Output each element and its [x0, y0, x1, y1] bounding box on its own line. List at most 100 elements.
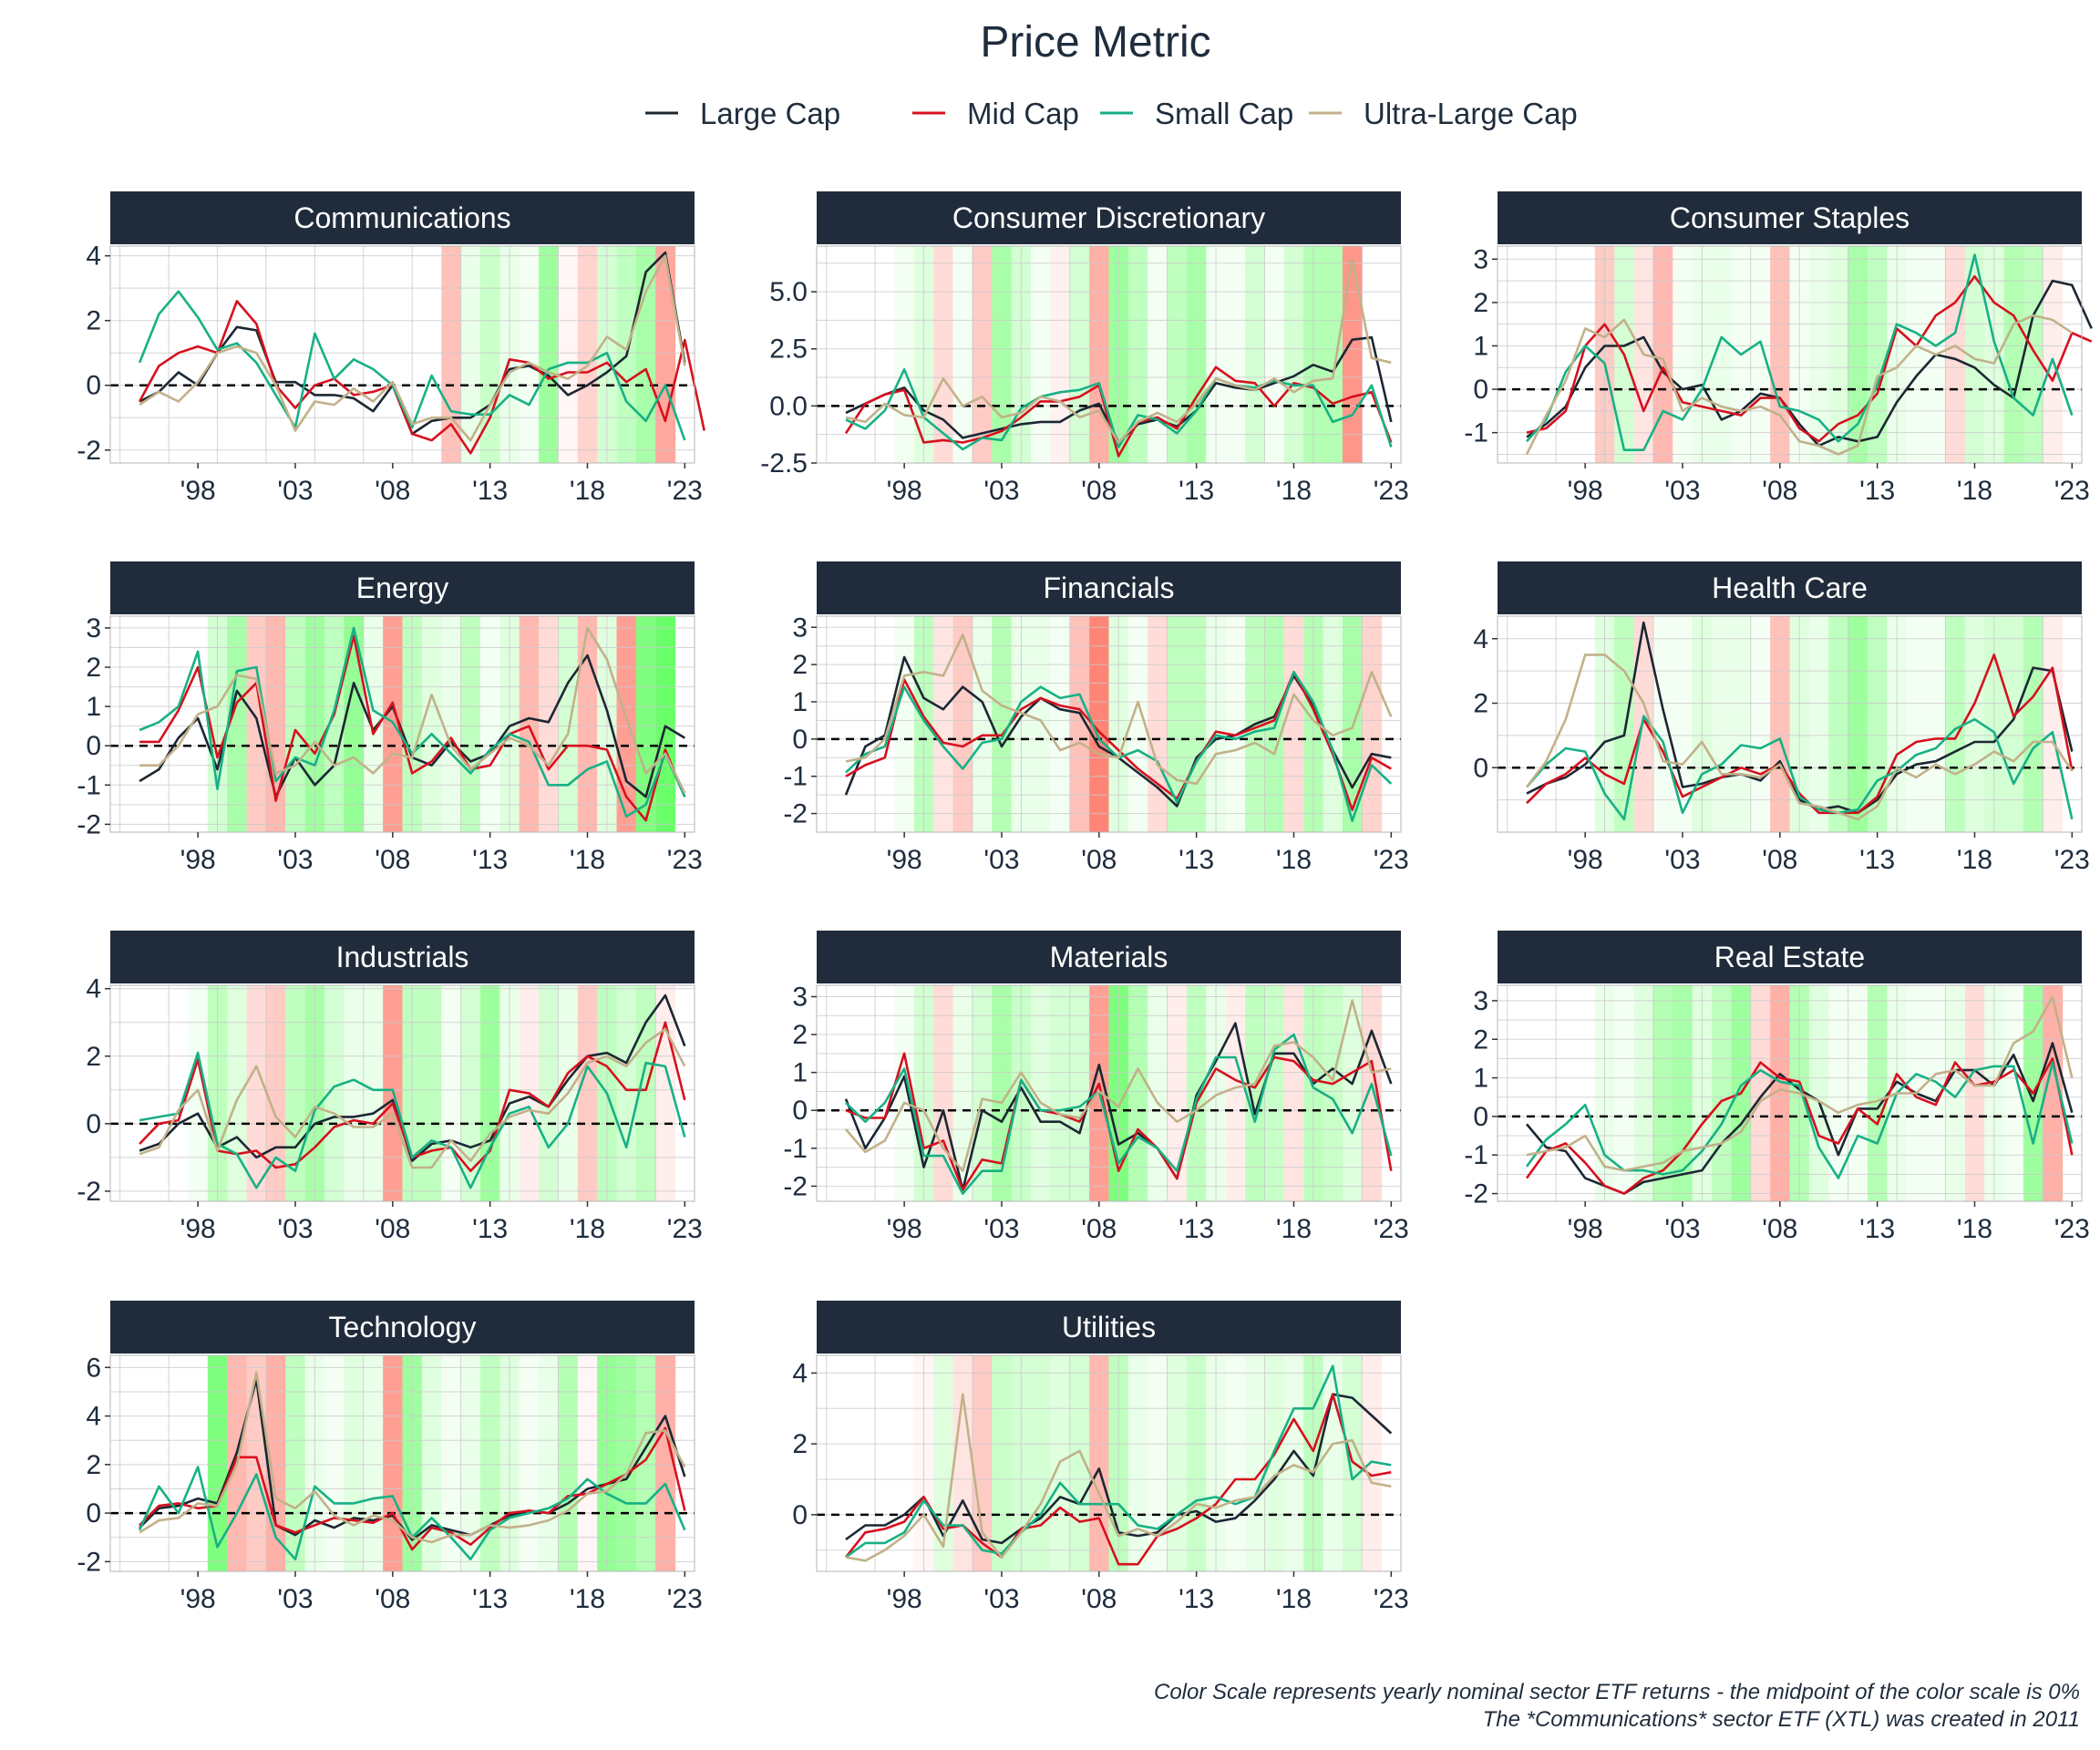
panel-title-industrials: Industrials — [336, 941, 469, 973]
y-tick-label-financials: -1 — [783, 762, 808, 792]
shade-band-industrials-2013 — [479, 985, 500, 1201]
x-tick-label-energy: '23 — [667, 845, 703, 875]
shade-band-technology-2010 — [421, 1355, 442, 1571]
shade-band-financials-2010 — [1127, 616, 1148, 832]
x-tick-label-technology: '08 — [375, 1584, 410, 1614]
legend: Large Cap Mid Cap Small Cap Ultra-Large Cap — [645, 97, 1578, 130]
panel-real-estate: Real Estate -2 -1 0 1 2 3 '98 '03 '08 '13 '18 '23 — [1464, 931, 2090, 1244]
y-tick-label-materials: 3 — [792, 982, 808, 1012]
panel-financials: Financials -2 -1 0 1 2 3 '98 '03 '08 '13 '18 '23 — [783, 561, 1409, 875]
shade-band-real-estate-2018 — [1964, 985, 1985, 1201]
shade-band-industrials-2005 — [324, 985, 345, 1201]
series-line-real-estate-small-cap — [1525, 1061, 2074, 1179]
shade-band-energy-2022 — [655, 616, 676, 832]
y-tick-label-financials: 1 — [792, 687, 808, 717]
x-tick-label-utilities: '98 — [887, 1584, 922, 1614]
shade-band-utilities-2001 — [952, 1355, 973, 1571]
shade-band-technology-2016 — [539, 1355, 559, 1571]
shade-band-technology-2003 — [285, 1355, 306, 1571]
panel-strip-materials — [817, 931, 1401, 983]
shade-band-real-estate-2012 — [1848, 985, 1868, 1201]
shade-band-utilities-2017 — [1264, 1355, 1285, 1571]
y-tick-label-industrials: 4 — [86, 974, 101, 1004]
shade-band-real-estate-2010 — [1808, 985, 1829, 1201]
y-tick-label-real-estate: -1 — [1464, 1140, 1488, 1170]
x-tick-label-energy: '18 — [570, 845, 605, 875]
y-tick-label-technology: 4 — [86, 1402, 101, 1432]
shade-band-consumer-staples-2013 — [1867, 246, 1888, 463]
series-line-materials-small-cap — [845, 1033, 1393, 1195]
shade-band-energy-2018 — [577, 616, 598, 832]
series-line-real-estate-ultra-large-cap — [1526, 995, 2074, 1172]
y-tick-label-communications: -2 — [77, 436, 101, 466]
x-tick-label-health-care: '23 — [2054, 845, 2090, 875]
panel-strip-real-estate — [1498, 931, 2082, 983]
chart-title: Price Metric — [980, 18, 1210, 67]
shade-band-financials-2006 — [1050, 616, 1071, 832]
shade-band-consumer-staples-2008 — [1770, 246, 1790, 463]
shade-band-financials-2005 — [1031, 616, 1051, 832]
x-tick-label-technology: '23 — [667, 1584, 703, 1614]
y-tick-label-consumer-staples: 3 — [1473, 244, 1488, 274]
y-tick-label-technology: 6 — [86, 1353, 101, 1383]
y-tick-label-real-estate: 1 — [1473, 1064, 1488, 1094]
shade-band-utilities-2018 — [1283, 1355, 1304, 1571]
shade-band-consumer-discretionary-2000 — [933, 246, 954, 463]
shade-band-technology-2018 — [577, 1355, 598, 1571]
x-tick-label-financials: '03 — [983, 845, 1019, 875]
panel-frame-consumer-discretionary — [816, 245, 1402, 464]
y-tick-label-consumer-staples: -1 — [1464, 418, 1488, 448]
shade-band-consumer-staples-2003 — [1673, 246, 1693, 463]
series-line-health-care-ultra-large-cap — [1525, 654, 2074, 821]
series-line-utilities-large-cap — [845, 1393, 1393, 1545]
series-line-utilities-small-cap — [845, 1364, 1392, 1559]
panel-frame-communications — [109, 245, 695, 464]
series-line-communications-mid-cap — [138, 300, 705, 455]
panel-strip-financials — [817, 561, 1401, 614]
x-tick-label-financials: '08 — [1081, 845, 1117, 875]
shade-band-energy-2012 — [460, 616, 481, 832]
shade-band-energy-2007 — [363, 616, 384, 832]
shade-band-financials-2008 — [1089, 616, 1109, 832]
series-line-energy-ultra-large-cap — [139, 626, 686, 794]
y-tick-label-consumer-staples: 2 — [1473, 288, 1488, 318]
shade-band-materials-2016 — [1245, 985, 1265, 1201]
x-tick-label-industrials: '08 — [375, 1214, 410, 1244]
shade-band-materials-2015 — [1225, 985, 1246, 1201]
x-tick-label-real-estate: '13 — [1859, 1214, 1895, 1244]
x-tick-label-consumer-staples: '13 — [1859, 476, 1895, 506]
y-tick-label-materials: 1 — [792, 1058, 808, 1088]
shade-band-consumer-staples-2018 — [1964, 246, 1985, 463]
y-tick-label-health-care: 4 — [1473, 624, 1488, 654]
x-tick-label-real-estate: '98 — [1568, 1214, 1603, 1244]
y-tick-label-communications: 0 — [86, 371, 101, 401]
x-tick-label-technology: '03 — [277, 1584, 313, 1614]
x-tick-label-utilities: '23 — [1374, 1584, 1409, 1614]
x-tick-label-communications: '13 — [472, 476, 508, 506]
panel-energy: Energy -2 -1 0 1 2 3 '98 '03 '08 '13 '18 '23 — [77, 561, 703, 875]
shade-band-health-care-2002 — [1652, 616, 1673, 832]
series-line-consumer-discretionary-small-cap — [845, 367, 1393, 451]
shade-band-health-care-2008 — [1770, 616, 1790, 832]
panel-frame-consumer-staples — [1497, 245, 2083, 464]
y-tick-label-utilities: 0 — [792, 1500, 808, 1530]
x-tick-label-real-estate: '08 — [1762, 1214, 1797, 1244]
series-line-technology-large-cap — [139, 1378, 686, 1541]
x-tick-label-materials: '23 — [1374, 1214, 1409, 1244]
shade-band-materials-2020 — [1323, 985, 1343, 1201]
x-tick-label-financials: '23 — [1374, 845, 1409, 875]
shade-band-materials-1998 — [894, 985, 915, 1201]
shade-band-financials-2018 — [1283, 616, 1304, 832]
x-tick-label-consumer-staples: '18 — [1957, 476, 1992, 506]
shade-band-consumer-discretionary-2010 — [1127, 246, 1148, 463]
panel-title-health-care: Health Care — [1712, 571, 1868, 604]
shade-band-consumer-discretionary-2020 — [1323, 246, 1343, 463]
panel-title-materials: Materials — [1050, 941, 1168, 973]
y-tick-label-real-estate: -2 — [1464, 1179, 1488, 1210]
y-tick-label-utilities: 2 — [792, 1429, 808, 1459]
shade-band-technology-2005 — [324, 1355, 345, 1571]
x-tick-label-consumer-discretionary: '18 — [1276, 476, 1312, 506]
x-tick-label-financials: '18 — [1276, 845, 1312, 875]
y-tick-label-industrials: 2 — [86, 1042, 101, 1072]
panel-frame-materials — [816, 984, 1402, 1202]
